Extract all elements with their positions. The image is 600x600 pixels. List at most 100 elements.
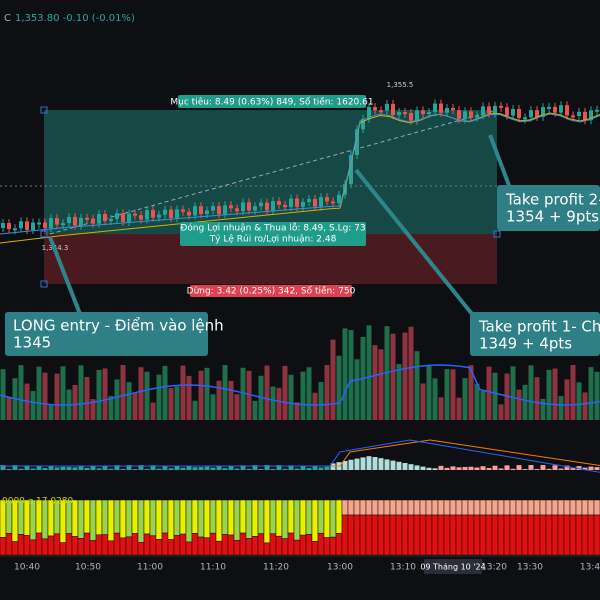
volume-bar xyxy=(588,367,594,420)
heat-bottom xyxy=(203,537,211,556)
annotation-box xyxy=(5,312,208,356)
heat-top xyxy=(455,499,463,516)
volume-bar xyxy=(552,368,558,420)
heat-top xyxy=(107,499,115,542)
candle xyxy=(211,206,215,211)
macd-bar xyxy=(186,466,192,470)
stop-label: Dừng: 3.42 (0.25%) 342, Số tiền: 750 xyxy=(187,286,356,297)
heat-bottom xyxy=(83,532,91,556)
heat-top xyxy=(197,499,205,538)
candle xyxy=(469,111,473,118)
candle xyxy=(313,199,317,207)
heat-top xyxy=(557,499,565,516)
heat-bottom xyxy=(29,539,37,556)
heat-bottom xyxy=(353,514,361,556)
macd-bar xyxy=(144,468,150,470)
macd-bar xyxy=(384,459,390,470)
heat-top xyxy=(359,499,367,516)
macd-bar xyxy=(90,465,96,470)
macd-bar xyxy=(354,458,360,470)
heat-top xyxy=(149,499,157,536)
candle xyxy=(229,205,233,209)
heat-bottom xyxy=(443,514,451,556)
candle xyxy=(529,110,533,118)
candle xyxy=(43,222,47,228)
volume-bar xyxy=(378,349,384,420)
heat-top xyxy=(503,499,511,516)
volume-bar xyxy=(150,402,156,420)
volume-bar xyxy=(30,391,36,420)
heat-bottom xyxy=(305,534,313,556)
annotation-text: Take profit 2- xyxy=(505,191,600,209)
candle xyxy=(319,197,323,207)
heat-top xyxy=(563,499,571,516)
volume-bar xyxy=(264,365,270,420)
heat-bottom xyxy=(407,514,415,556)
macd-bar xyxy=(192,467,198,470)
macd-bar xyxy=(372,457,378,470)
annotation-text: LONG entry - Điểm vào lệnh xyxy=(13,317,224,335)
heat-top xyxy=(143,499,151,535)
heat-bottom xyxy=(323,537,331,556)
summary-line: Đóng Lợi nhuận & Thua lỗ: 8.49, S.Lg: 73 xyxy=(180,223,365,234)
candle xyxy=(13,228,17,231)
macd-bar xyxy=(318,467,324,470)
heat-top xyxy=(449,499,457,516)
macd-bar xyxy=(102,465,108,470)
annotation-text: 1349 + 4pts xyxy=(479,335,572,353)
heat-bottom xyxy=(467,514,475,556)
volume-bar xyxy=(78,365,84,420)
volume-bar xyxy=(306,367,312,420)
macd-bar xyxy=(156,468,162,470)
candle xyxy=(565,105,569,116)
volume-bar xyxy=(6,397,12,420)
candle xyxy=(67,216,71,224)
macd-bar xyxy=(228,465,234,470)
heat-bottom xyxy=(311,541,319,556)
candle xyxy=(451,107,455,111)
candle xyxy=(325,197,329,202)
heat-bottom xyxy=(497,514,505,556)
handle xyxy=(40,106,48,114)
indicator-label: 0000 ⌀ 17.0280 xyxy=(2,497,74,507)
heat-top xyxy=(479,499,487,516)
heat-bottom xyxy=(299,534,307,556)
volume-bar xyxy=(522,384,528,420)
candle xyxy=(175,209,179,219)
heat-bottom xyxy=(167,539,175,556)
heat-bottom xyxy=(101,534,109,556)
heat-top xyxy=(353,499,361,516)
volume-bar xyxy=(120,365,126,420)
heat-bottom xyxy=(227,534,235,556)
heat-bottom xyxy=(485,514,493,556)
time-label: 13:00 xyxy=(327,563,353,573)
heat-bottom xyxy=(371,514,379,556)
candle xyxy=(385,103,389,111)
candle xyxy=(85,217,89,220)
volume-bar xyxy=(438,397,444,420)
heat-top xyxy=(485,499,493,516)
macd-bar xyxy=(468,466,474,470)
heat-bottom xyxy=(515,514,523,556)
candle xyxy=(583,111,587,121)
summary-box xyxy=(180,222,366,246)
heat-bottom xyxy=(287,532,295,556)
heat-top xyxy=(287,499,295,534)
volume-bar xyxy=(546,369,552,420)
handle xyxy=(40,280,48,288)
heat-bottom xyxy=(11,541,19,556)
heat-top xyxy=(101,499,109,535)
heat-bottom xyxy=(347,514,355,556)
heat-top xyxy=(203,499,211,538)
volume-bar xyxy=(342,328,348,420)
macd-bar xyxy=(0,465,6,470)
candle xyxy=(127,213,131,222)
heat-bottom xyxy=(173,535,181,556)
volume-bar xyxy=(186,375,192,420)
close-text: 1,353.80 -0.10 (-0.01%) xyxy=(15,13,135,24)
heat-bottom xyxy=(455,514,463,556)
heat-top xyxy=(95,499,103,536)
heat-bottom xyxy=(131,533,139,556)
volume-bar xyxy=(126,382,132,420)
heat-bottom xyxy=(245,538,253,556)
